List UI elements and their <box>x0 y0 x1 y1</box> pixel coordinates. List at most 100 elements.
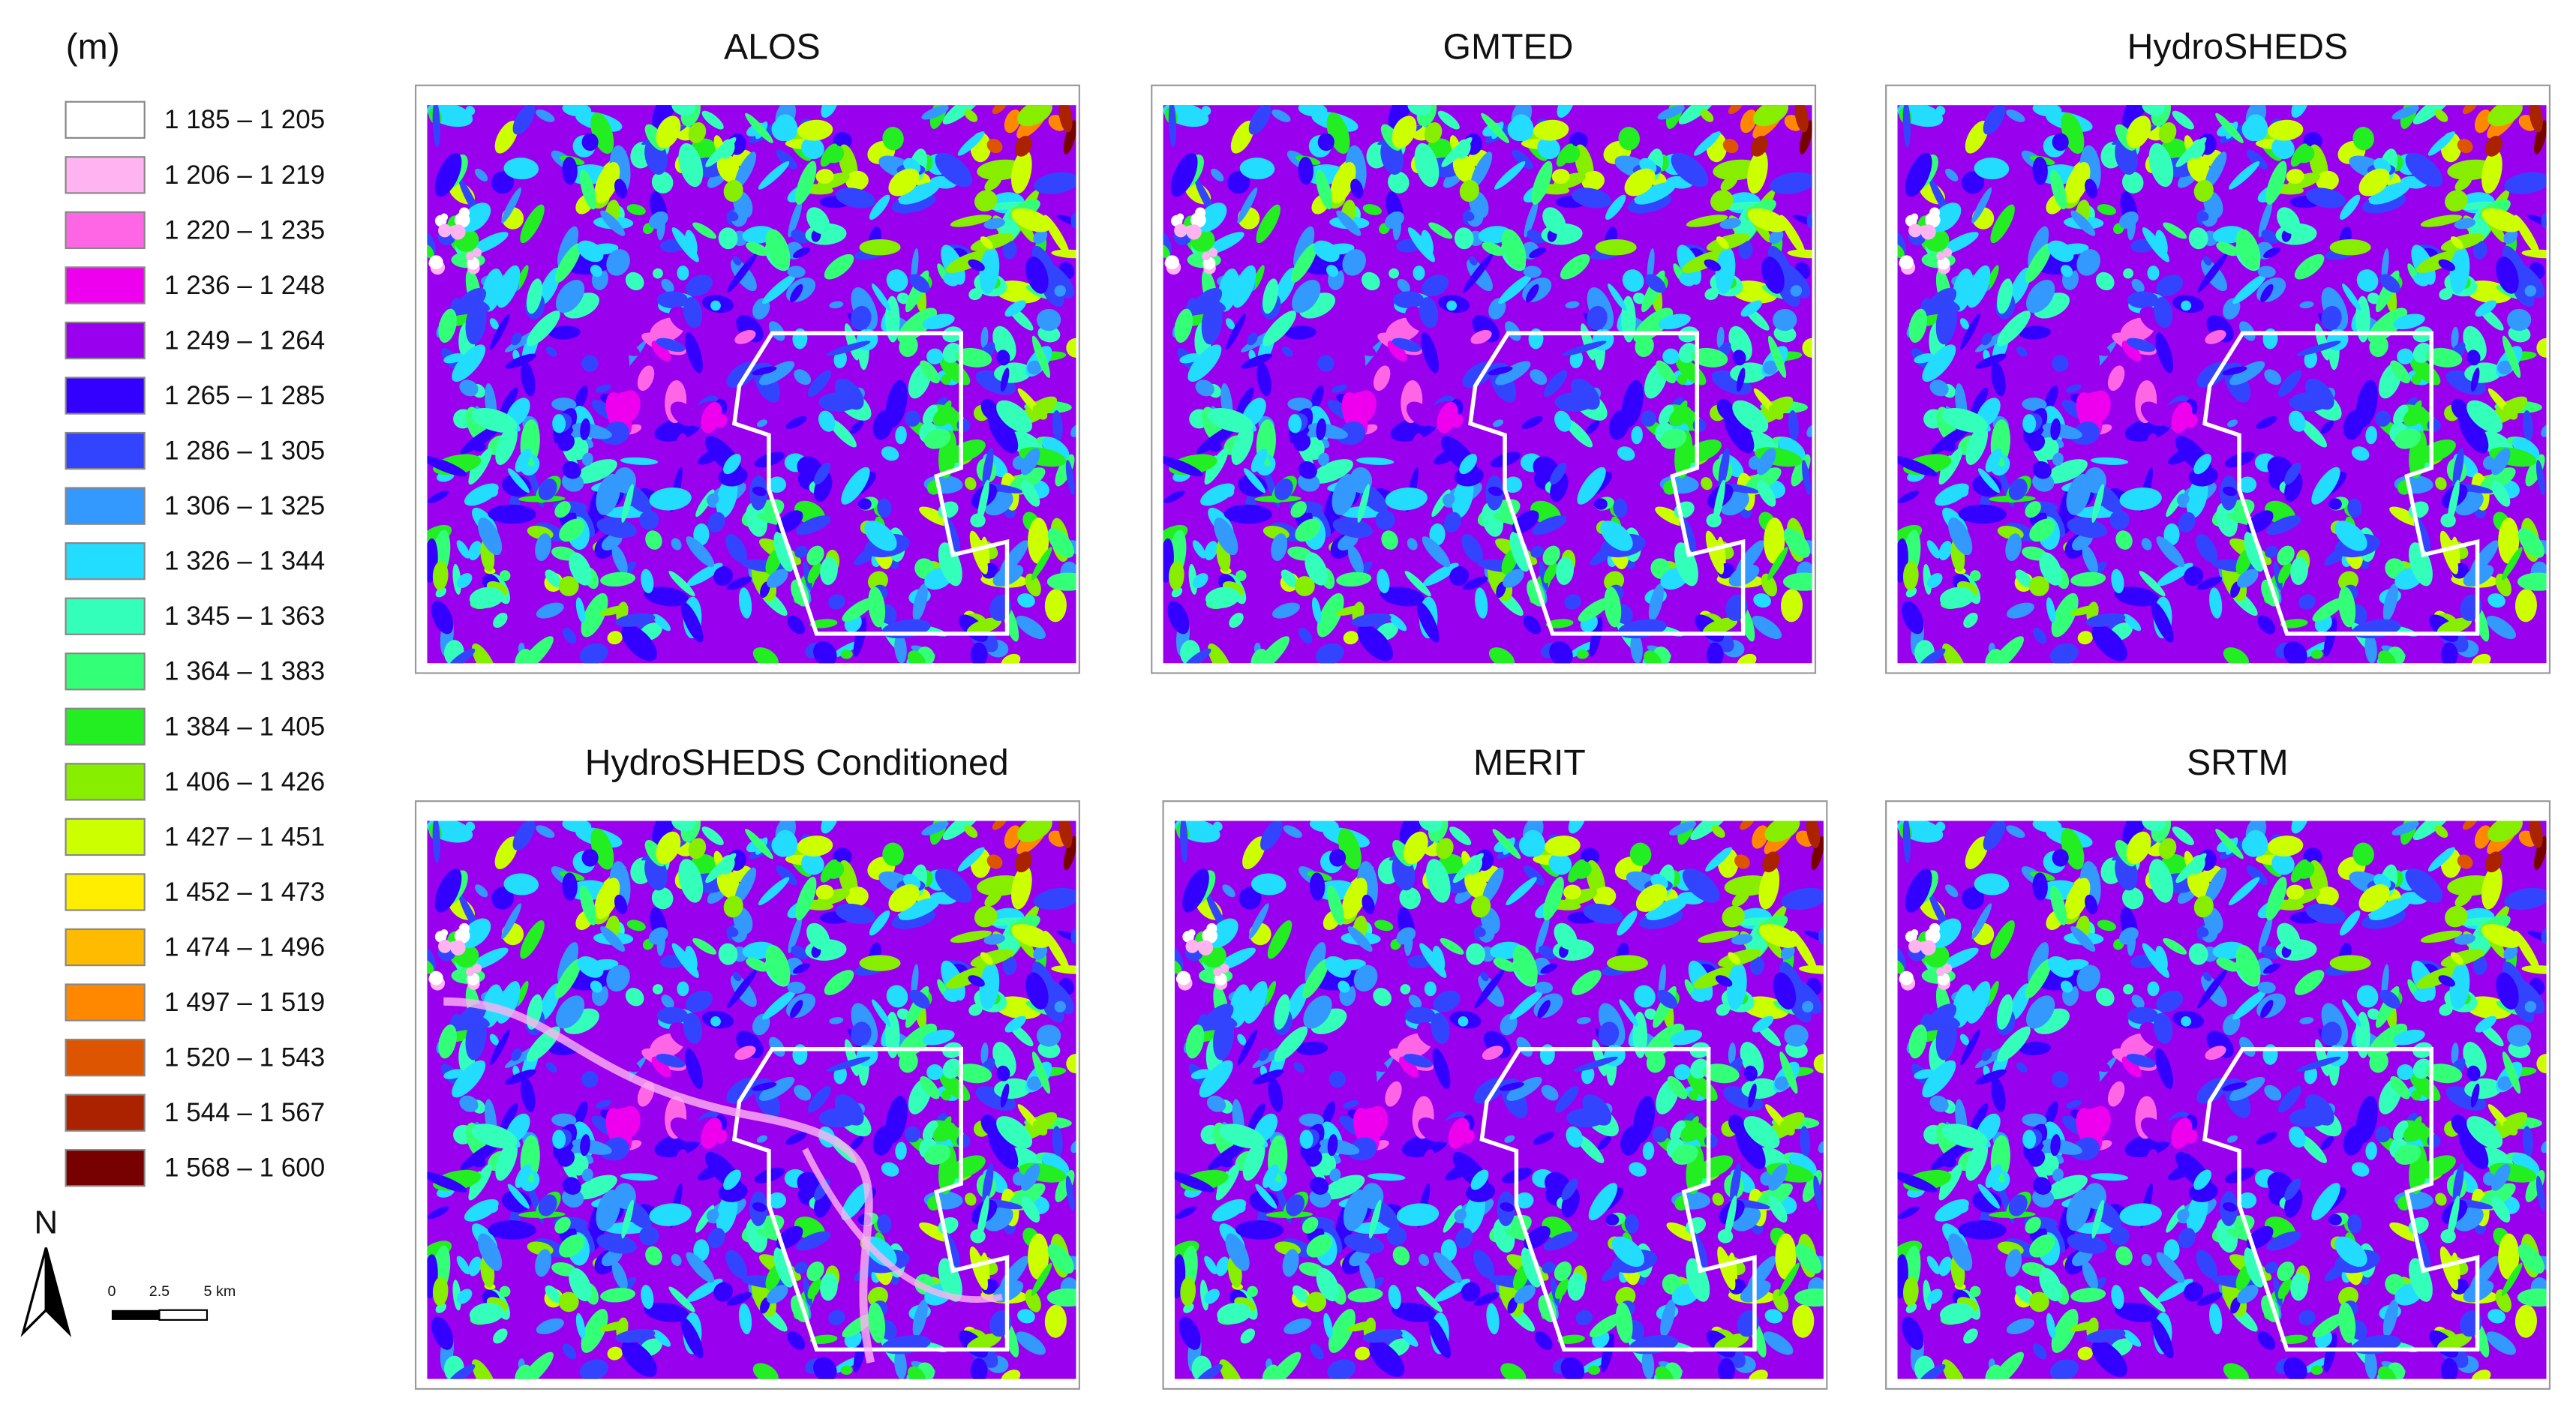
terrain-patch <box>465 1015 487 1060</box>
terrain-patch <box>828 418 857 448</box>
terrain-patch <box>652 820 679 844</box>
terrain-patch <box>1897 959 1905 974</box>
terrain-patch <box>2171 1118 2193 1149</box>
terrain-patch <box>970 642 988 664</box>
terrain-patch <box>1031 1262 1052 1297</box>
terrain-patch <box>1386 1226 1407 1246</box>
terrain-patch <box>1286 983 1308 1021</box>
elevation-map <box>1163 105 1812 664</box>
terrain-patch <box>1448 1118 1470 1149</box>
river-outlet <box>1174 224 1187 238</box>
terrain-patch <box>1299 1113 1324 1127</box>
terrain-patch <box>607 631 623 645</box>
terrain-patch <box>1207 408 1253 433</box>
terrain-patch <box>1763 360 1778 375</box>
terrain-patch <box>1974 873 2010 896</box>
terrain-patch <box>1719 218 1742 230</box>
terrain-patch <box>988 411 1019 454</box>
terrain-patch <box>581 1168 593 1182</box>
river-outlet <box>1908 224 1922 238</box>
terrain-patch <box>941 374 951 385</box>
terrain-patch <box>965 1192 977 1206</box>
terrain-patch <box>1568 820 1586 834</box>
terrain-patch <box>1017 105 1052 127</box>
terrain-patch <box>2028 1150 2046 1167</box>
terrain-patch <box>1753 593 1771 608</box>
terrain-patch <box>1311 459 1353 484</box>
terrain-patch <box>431 601 454 634</box>
terrain-patch <box>723 896 743 918</box>
terrain-patch <box>651 171 674 194</box>
terrain-patch <box>656 116 681 148</box>
terrain-patch <box>1342 249 1366 276</box>
terrain-patch <box>569 1268 592 1301</box>
terrain-patch <box>2271 853 2295 875</box>
terrain-patch <box>2403 1122 2427 1142</box>
terrain-patch <box>1521 416 1543 429</box>
terrain-patch <box>821 105 839 118</box>
terrain-patch <box>1705 530 1725 574</box>
terrain-patch <box>501 188 521 224</box>
north-arrow-left <box>20 1247 47 1337</box>
terrain-patch <box>2205 867 2227 904</box>
terrain-patch <box>2151 602 2174 643</box>
terrain-patch <box>671 820 696 832</box>
terrain-patch <box>2032 1343 2047 1360</box>
terrain-patch <box>1299 447 1314 467</box>
terrain-patch <box>1347 1288 1383 1303</box>
terrain-patch <box>563 1162 578 1183</box>
terrain-patch <box>983 218 1005 230</box>
terrain-patch <box>2114 406 2127 417</box>
terrain-patch <box>1298 105 1328 117</box>
terrain-patch <box>1047 1244 1074 1274</box>
terrain-patch <box>1066 1054 1076 1074</box>
terrain-patch <box>2127 1006 2159 1024</box>
terrain-patch <box>1813 1175 1823 1211</box>
terrain-patch <box>826 340 871 356</box>
terrain-patch <box>495 1141 518 1181</box>
terrain-patch <box>680 1317 704 1359</box>
terrain-patch <box>2304 1066 2318 1084</box>
terrain-patch <box>2517 1288 2547 1307</box>
terrain-patch <box>1218 1124 1265 1149</box>
terrain-patch <box>1203 1004 1234 1030</box>
terrain-patch <box>1044 1304 1067 1338</box>
terrain-patch <box>2067 518 2107 538</box>
terrain-patch <box>996 1116 1033 1149</box>
terrain-patch <box>2193 896 2214 918</box>
terrain-patch <box>2019 1041 2051 1055</box>
terrain-patch <box>1689 1090 1699 1101</box>
terrain-patch <box>1211 168 1224 182</box>
terrain-patch <box>505 1069 536 1084</box>
terrain-patch <box>603 422 629 446</box>
terrain-patch <box>1033 230 1048 244</box>
terrain-patch <box>2264 369 2282 386</box>
terrain-patch <box>1440 1239 1457 1262</box>
terrain-patch <box>1422 274 1449 297</box>
terrain-patch <box>2368 898 2410 921</box>
terrain-patch <box>2506 308 2532 332</box>
terrain-patch <box>1561 1178 1578 1201</box>
terrain-patch <box>1464 1192 1485 1234</box>
terrain-patch <box>734 867 757 904</box>
terrain-patch <box>2284 462 2301 485</box>
terrain-patch <box>2257 266 2276 278</box>
terrain-patch <box>502 1190 532 1213</box>
terrain-patch <box>1902 105 1911 148</box>
terrain-patch <box>1749 956 1764 976</box>
terrain-patch <box>2155 230 2168 256</box>
terrain-patch <box>996 400 1033 434</box>
terrain-patch <box>1523 615 1542 634</box>
terrain-patch <box>1516 1036 1533 1057</box>
scale-label: 5 km <box>204 1283 236 1300</box>
terrain-patch <box>1529 247 1547 259</box>
terrain-patch <box>1302 1216 1319 1234</box>
terrain-patch <box>1213 821 1223 832</box>
terrain-patch <box>1806 424 1812 437</box>
terrain-patch <box>501 903 521 940</box>
terrain-patch <box>1542 877 1564 921</box>
terrain-patch <box>1551 169 1570 184</box>
terrain-patch <box>465 106 476 116</box>
terrain-patch <box>1000 368 1010 392</box>
terrain-patch <box>1523 266 1542 278</box>
